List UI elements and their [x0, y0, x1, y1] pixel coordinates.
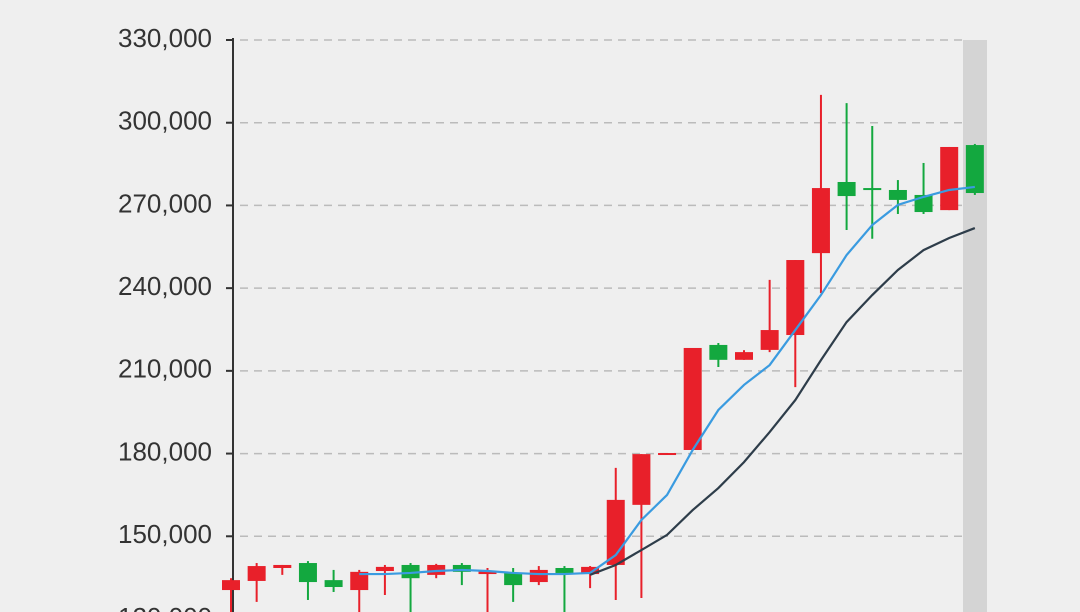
- y-tick-label: 210,000: [118, 354, 212, 384]
- candle-body: [452, 564, 471, 572]
- candle-body: [581, 566, 600, 575]
- candle-body: [863, 188, 882, 191]
- candle-body: [940, 146, 959, 211]
- y-tick-label: 330,000: [118, 23, 212, 53]
- y-tick-label: 240,000: [118, 271, 212, 301]
- candle-body: [504, 572, 523, 586]
- candle-body: [709, 344, 728, 360]
- candle-body: [478, 571, 497, 575]
- y-tick-label: 300,000: [118, 106, 212, 136]
- candle-body: [427, 564, 446, 575]
- candle-body: [350, 571, 369, 591]
- candle-body: [735, 352, 753, 360]
- candle-body: [555, 567, 574, 573]
- candle-body: [247, 566, 266, 581]
- candle-body: [401, 564, 420, 579]
- y-tick-label: 150,000: [118, 519, 212, 549]
- candle-body: [375, 566, 394, 572]
- candle-body: [760, 330, 779, 350]
- candle-body: [222, 580, 240, 591]
- candle-body: [324, 580, 343, 588]
- candle-body: [658, 453, 677, 456]
- moving-average-line: [359, 185, 975, 576]
- candle-body: [298, 563, 317, 583]
- moving-average-line: [589, 227, 976, 576]
- y-tick-label: 120,000: [118, 602, 212, 612]
- y-tick-label: 180,000: [118, 436, 212, 466]
- candle-body: [786, 260, 805, 336]
- candle-body: [632, 454, 651, 505]
- candle-body: [683, 347, 702, 450]
- candle-body: [529, 569, 548, 583]
- candle-body: [888, 189, 907, 200]
- y-tick-label: 270,000: [118, 188, 212, 218]
- candle-body: [837, 181, 856, 197]
- selection-highlight: [963, 40, 987, 612]
- candle-body: [273, 564, 292, 568]
- candle-body: [965, 145, 984, 194]
- candle-body: [811, 188, 830, 254]
